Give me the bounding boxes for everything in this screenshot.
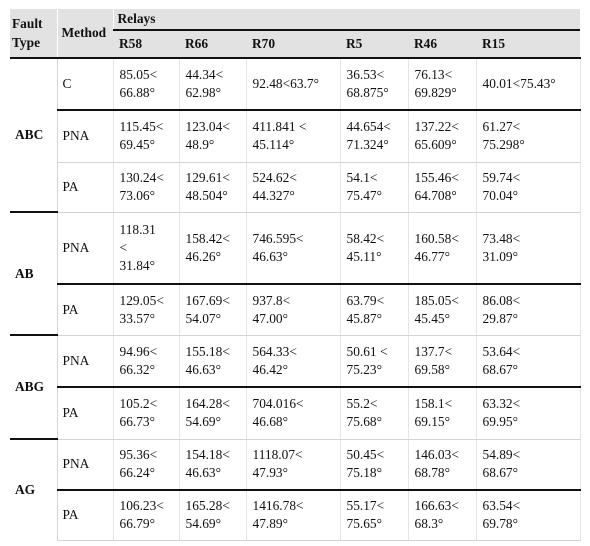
value-cell: 155.46< 64.708° <box>408 162 477 213</box>
method-cell: PA <box>56 162 114 213</box>
method-cell: PNA <box>56 439 114 491</box>
table-row: AG PNA 95.36< 66.24° 154.18< 46.63° 1118… <box>10 438 581 540</box>
value-cell: 94.96< 66.32° <box>113 335 180 388</box>
relay-results-table: Fault Type Method Relays R58 R66 R70 R5 … <box>10 9 581 541</box>
value-cell: 158.42< 46.26° <box>179 212 247 285</box>
value-cell: 158.1< 69.15° <box>408 386 477 440</box>
value-cell: 118.31 < 31.84° <box>113 212 180 285</box>
value-cell: 1118.07< 47.93° <box>246 439 341 491</box>
header-relay-r46: R46 <box>408 29 476 59</box>
value-cell: 95.36< 66.24° <box>113 439 180 491</box>
value-cell: 746.595< 46.63° <box>246 212 341 285</box>
value-cell: 146.03< 68.78° <box>408 439 477 491</box>
method-cell: PNA <box>56 109 114 163</box>
value-cell: 55.17< 75.65° <box>340 489 409 541</box>
value-cell: 411.841 < 45.114° <box>246 109 341 163</box>
value-cell: 937.8< 47.00° <box>246 283 341 336</box>
header-fault-type: Fault Type <box>10 9 57 59</box>
header-relay-r66: R66 <box>179 29 246 59</box>
value-cell: 54.89< 68.67° <box>476 439 581 491</box>
value-cell: 130.24< 73.06° <box>113 162 180 213</box>
header-method: Method <box>56 9 113 59</box>
fault-type-cell: ABC <box>15 127 44 142</box>
method-cell: PNA <box>56 335 114 388</box>
value-cell: 155.18< 46.63° <box>179 335 247 388</box>
value-cell: 166.63< 68.3° <box>408 489 477 541</box>
value-cell: 73.48< 31.09° <box>476 212 581 285</box>
value-cell: 36.53< 68.875° <box>340 58 409 111</box>
table-row: ABC C 85.05< 66.88° 44.34< 62.98° 92.48<… <box>10 58 581 142</box>
value-cell: 55.2< 75.68° <box>340 386 409 440</box>
value-cell: 92.48<63.7° <box>246 58 341 111</box>
value-cell: 40.01<75.43° <box>476 58 581 111</box>
method-cell: PNA <box>56 212 114 285</box>
table-row: PA 105.2< 66.73° 164.28< 54.69° 704.016<… <box>10 386 581 440</box>
value-cell: 63.79< 45.87° <box>340 283 409 336</box>
table-row: PA 106.23< 66.79° 165.28< 54.69° 1416.78… <box>10 489 581 541</box>
table-row: PA 130.24< 73.06° 129.61< 48.504° 524.62… <box>10 162 581 213</box>
value-cell: 524.62< 44.327° <box>246 162 341 213</box>
value-cell: 137.7< 69.58° <box>408 335 477 388</box>
value-cell: 154.18< 46.63° <box>179 439 247 491</box>
value-cell: 54.1< 75.47° <box>340 162 409 213</box>
value-cell: 564.33< 46.42° <box>246 335 341 388</box>
value-cell: 86.08< 29.87° <box>476 283 581 336</box>
value-cell: 704.016< 46.68° <box>246 386 341 440</box>
table-row: PNA 115.45< 69.45° 123.04< 48.9° 411.841… <box>10 109 581 163</box>
value-cell: 61.27< 75.298° <box>476 109 581 163</box>
value-cell: 50.61 < 75.23° <box>340 335 409 388</box>
header-relay-r58: R58 <box>113 29 179 59</box>
table-row: ABG PNA 94.96< 66.32° 155.18< 46.63° 564… <box>10 334 581 439</box>
header-relay-r15: R15 <box>476 29 581 59</box>
value-cell: 50.45< 75.18° <box>340 439 409 491</box>
value-cell: 63.54< 69.78° <box>476 489 581 541</box>
value-cell: 137.22< 65.609° <box>408 109 477 163</box>
value-cell: 85.05< 66.88° <box>113 58 180 111</box>
value-cell: 59.74< 70.04° <box>476 162 581 213</box>
method-cell: PA <box>56 283 114 336</box>
value-cell: 76.13< 69.829° <box>408 58 477 111</box>
method-cell: PA <box>56 489 114 541</box>
fault-type-cell: AB <box>10 211 57 335</box>
value-cell: 53.64< 68.67° <box>476 335 581 388</box>
value-cell: 185.05< 45.45° <box>408 283 477 336</box>
header-relays: Relays <box>112 9 581 30</box>
value-cell: 106.23< 66.79° <box>113 489 180 541</box>
value-cell: 123.04< 48.9° <box>179 109 247 163</box>
fault-type-cell: ABG <box>10 334 57 439</box>
table-row: AB PNA 118.31 < 31.84° 158.42< 46.26° 74… <box>10 211 581 335</box>
value-cell: 165.28< 54.69° <box>179 489 247 541</box>
value-cell: 1416.78< 47.89° <box>246 489 341 541</box>
value-cell: 129.61< 48.504° <box>179 162 247 213</box>
value-cell: 44.654< 71.324° <box>340 109 409 163</box>
header-relay-r5: R5 <box>340 29 408 59</box>
value-cell: 160.58< 46.77° <box>408 212 477 285</box>
value-cell: 115.45< 69.45° <box>113 109 180 163</box>
value-cell: 44.34< 62.98° <box>179 58 247 111</box>
method-cell: PA <box>56 386 114 440</box>
value-cell: 63.32< 69.95° <box>476 386 581 440</box>
table-row: PA 129.05< 33.57° 167.69< 54.07° 937.8< … <box>10 283 581 336</box>
method-cell: C <box>56 58 114 111</box>
header-relay-r70: R70 <box>246 29 340 59</box>
value-cell: 58.42< 45.11° <box>340 212 409 285</box>
value-cell: 167.69< 54.07° <box>179 283 247 336</box>
value-cell: 164.28< 54.69° <box>179 386 247 440</box>
fault-type-cell: AG <box>10 438 57 540</box>
value-cell: 105.2< 66.73° <box>113 386 180 440</box>
value-cell: 129.05< 33.57° <box>113 283 180 336</box>
